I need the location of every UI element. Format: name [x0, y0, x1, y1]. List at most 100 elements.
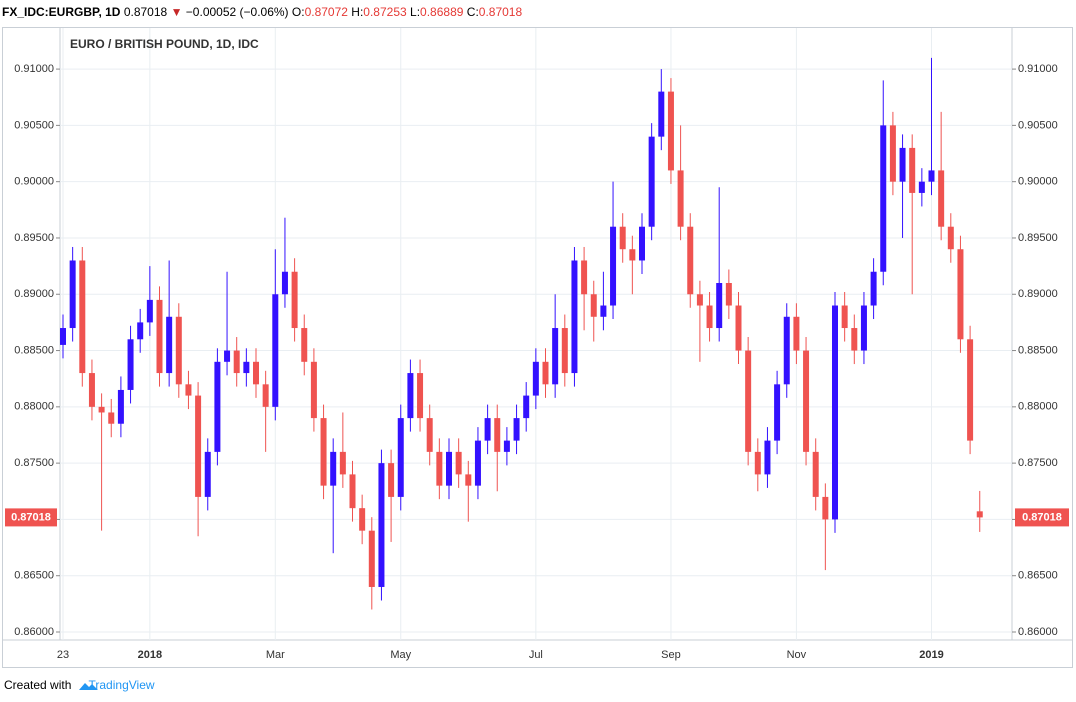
candle-body [156, 299, 163, 374]
candle-body [474, 440, 481, 486]
candle-body [745, 350, 752, 452]
candle-body [725, 283, 732, 306]
y-tick-label: 0.89000 [14, 288, 54, 300]
candle-body [166, 316, 173, 374]
candle-body [426, 418, 433, 452]
y-tick-label: 0.88500 [14, 344, 54, 356]
candle-body [397, 418, 404, 497]
y-tick-label: 0.86500 [14, 570, 54, 582]
candle-body [214, 361, 221, 452]
ohlc-value: 0.87253 [363, 5, 407, 19]
brand-logo [79, 683, 98, 690]
y-tick-label: 0.89000 [1018, 288, 1058, 300]
candle-body [687, 226, 694, 295]
x-tick-label: 2019 [919, 649, 943, 661]
candle-body [69, 260, 76, 329]
candle-body [494, 418, 501, 452]
last: 0.87018 [124, 5, 168, 19]
ohlc-key: O: [292, 5, 305, 19]
candle-body [909, 147, 916, 193]
candle-body [860, 305, 867, 351]
ohlc-key: H: [351, 5, 363, 19]
candle-body [523, 395, 530, 419]
x-tick-label: 2018 [138, 649, 162, 661]
candle-body [407, 373, 414, 419]
candle-body [137, 322, 144, 340]
candle-body [639, 226, 645, 261]
candle-body [88, 373, 95, 407]
x-tick-label: Mar [266, 649, 285, 661]
candle-body [938, 170, 945, 227]
candle-body [793, 316, 800, 351]
footer: Created with TradingView [4, 678, 155, 692]
ohlc-value: 0.87072 [305, 5, 349, 19]
candle-body [388, 463, 395, 497]
y-tick-label: 0.91000 [1018, 63, 1058, 75]
y-tick-label: 0.91000 [14, 63, 54, 75]
candle-body [667, 91, 674, 171]
y-tick-label: 0.89500 [14, 232, 54, 244]
candle-body [851, 328, 858, 351]
candle-body [696, 294, 703, 306]
candle-body [185, 384, 192, 396]
candle-body [436, 451, 443, 486]
candle-body [841, 305, 848, 329]
candle-body [195, 395, 202, 497]
last-price-label: 0.87018 [1022, 511, 1062, 523]
candle-body [648, 136, 655, 227]
candle-body [590, 294, 597, 317]
candle-body [889, 125, 896, 182]
candle-body [243, 361, 250, 374]
chart-title: EURO / BRITISH POUND, 1D, IDC [70, 37, 259, 51]
candle-body [947, 226, 954, 250]
candle-body [928, 170, 935, 182]
last-price-box [1015, 508, 1069, 527]
x-tick-label: Jul [529, 649, 543, 661]
candle-body [60, 328, 66, 345]
candle-body [146, 299, 153, 323]
candle-body [446, 451, 452, 486]
chart-frame [2, 27, 1073, 668]
created-with: Created with [4, 678, 71, 692]
candle-body [204, 451, 211, 497]
candle-body [262, 384, 269, 407]
candle-body [976, 511, 983, 518]
arrow: ▼ [171, 5, 183, 19]
candle-body [629, 249, 636, 261]
last-price-box [5, 508, 57, 527]
x-tick-label: May [390, 649, 411, 661]
candle-body [610, 226, 617, 306]
ohlc-key: C: [467, 5, 479, 19]
y-tick-label: 0.89500 [1018, 232, 1058, 244]
candle-body [918, 181, 925, 193]
y-tick-label: 0.88500 [1018, 344, 1058, 356]
candle-body [899, 147, 906, 182]
candle-body [330, 451, 337, 486]
y-tick-label: 0.90500 [14, 119, 54, 131]
candle-body [513, 418, 520, 441]
candle-body [339, 451, 346, 475]
candle-body [812, 451, 819, 497]
candle-body [735, 305, 742, 351]
y-tick-label: 0.88000 [1018, 401, 1058, 413]
y-tick-label: 0.86500 [1018, 570, 1058, 582]
candle-body [175, 316, 182, 385]
candle-body [957, 249, 964, 340]
candle-body [503, 440, 510, 452]
candle-body [600, 305, 607, 317]
candle-body [359, 508, 366, 531]
candle-body [677, 170, 684, 227]
candle-body [532, 361, 539, 396]
candle-body [455, 451, 462, 475]
x-tick-label: Sep [661, 649, 681, 661]
candle-body [349, 474, 356, 509]
x-tick-label: 23 [57, 649, 69, 661]
candle-body [368, 530, 375, 587]
candle-body [378, 463, 385, 587]
y-tick-label: 0.90500 [1018, 119, 1058, 131]
candle-body [320, 418, 327, 486]
ohlc-value: 0.87018 [479, 5, 523, 19]
candle-body [783, 316, 790, 385]
candle-body [79, 260, 86, 374]
